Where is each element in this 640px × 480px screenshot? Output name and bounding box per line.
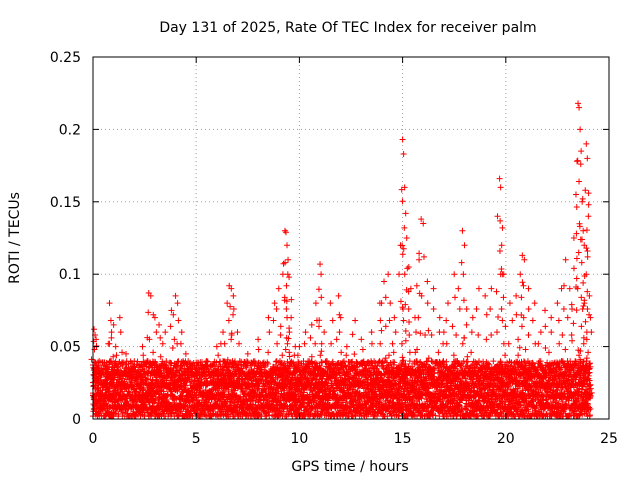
data-point	[265, 360, 272, 367]
data-point	[280, 408, 287, 415]
data-point	[177, 409, 184, 416]
grid-lines	[93, 57, 609, 419]
chart-title: Day 131 of 2025, Rate Of TEC Index for r…	[159, 20, 536, 36]
data-point	[202, 411, 209, 418]
data-point	[288, 360, 295, 367]
data-point	[228, 399, 235, 406]
data-point	[189, 413, 196, 420]
data-point	[215, 385, 222, 392]
data-point	[177, 408, 184, 415]
data-point	[227, 402, 234, 409]
data-point	[175, 412, 182, 419]
data-point	[115, 411, 122, 418]
data-point	[317, 365, 324, 372]
data-point	[272, 358, 279, 365]
data-point	[167, 359, 174, 366]
data-point	[299, 400, 306, 407]
data-point	[311, 368, 318, 375]
data-points	[88, 100, 595, 420]
data-point	[144, 375, 151, 382]
data-point	[143, 376, 150, 383]
